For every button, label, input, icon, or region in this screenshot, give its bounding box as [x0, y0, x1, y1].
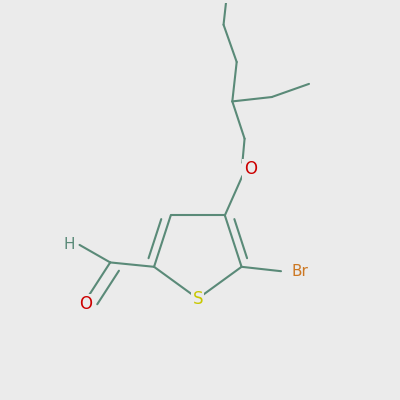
Text: H: H — [64, 237, 75, 252]
Text: O: O — [244, 160, 257, 178]
Text: S: S — [192, 290, 203, 308]
Text: Br: Br — [292, 264, 309, 279]
Text: O: O — [80, 295, 93, 313]
